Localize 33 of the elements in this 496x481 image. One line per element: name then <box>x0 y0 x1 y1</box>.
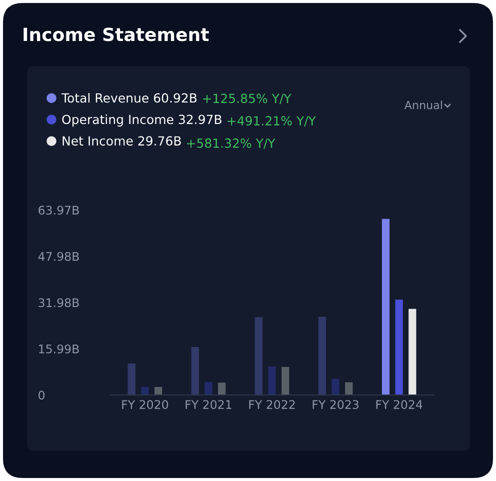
bar <box>128 363 136 395</box>
bar <box>345 382 353 395</box>
bar <box>332 378 340 395</box>
y-tick-label: 31.98B <box>38 298 79 308</box>
y-tick-label: 63.97B <box>38 206 79 215</box>
bar <box>191 346 199 395</box>
bar <box>282 366 290 395</box>
x-tick-label: FY 2020 <box>122 400 168 409</box>
text: Annual <box>404 100 442 110</box>
bar <box>218 382 226 395</box>
bar <box>408 308 416 395</box>
legend-label: Total Revenue 60.92B <box>61 93 197 103</box>
text: +125.85% Y/Y <box>203 94 292 104</box>
bar <box>382 218 390 395</box>
y-tick-label: 47.98B <box>38 252 79 261</box>
text: +491.21% Y/Y <box>228 116 316 126</box>
y-tick-label: 15.99B <box>39 344 79 354</box>
x-tick-label: FY 2023 <box>312 400 358 409</box>
bar <box>395 300 403 395</box>
text: +581.32% Y/Y <box>187 138 276 149</box>
bar <box>268 366 276 395</box>
bar <box>154 386 162 395</box>
bar <box>318 316 326 395</box>
legend-label: Operating Income 32.97B <box>62 114 222 127</box>
x-tick-label: FY 2024 <box>376 400 422 409</box>
legend-label: Net Income 29.76B <box>62 136 181 146</box>
chart-title: Income Statement <box>24 28 209 42</box>
y-tick-label: 0 <box>38 390 45 400</box>
bar <box>254 317 262 395</box>
x-tick-label: FY 2022 <box>249 400 295 409</box>
bar <box>204 382 212 395</box>
x-tick-label: FY 2021 <box>186 400 232 409</box>
bar <box>141 386 149 395</box>
